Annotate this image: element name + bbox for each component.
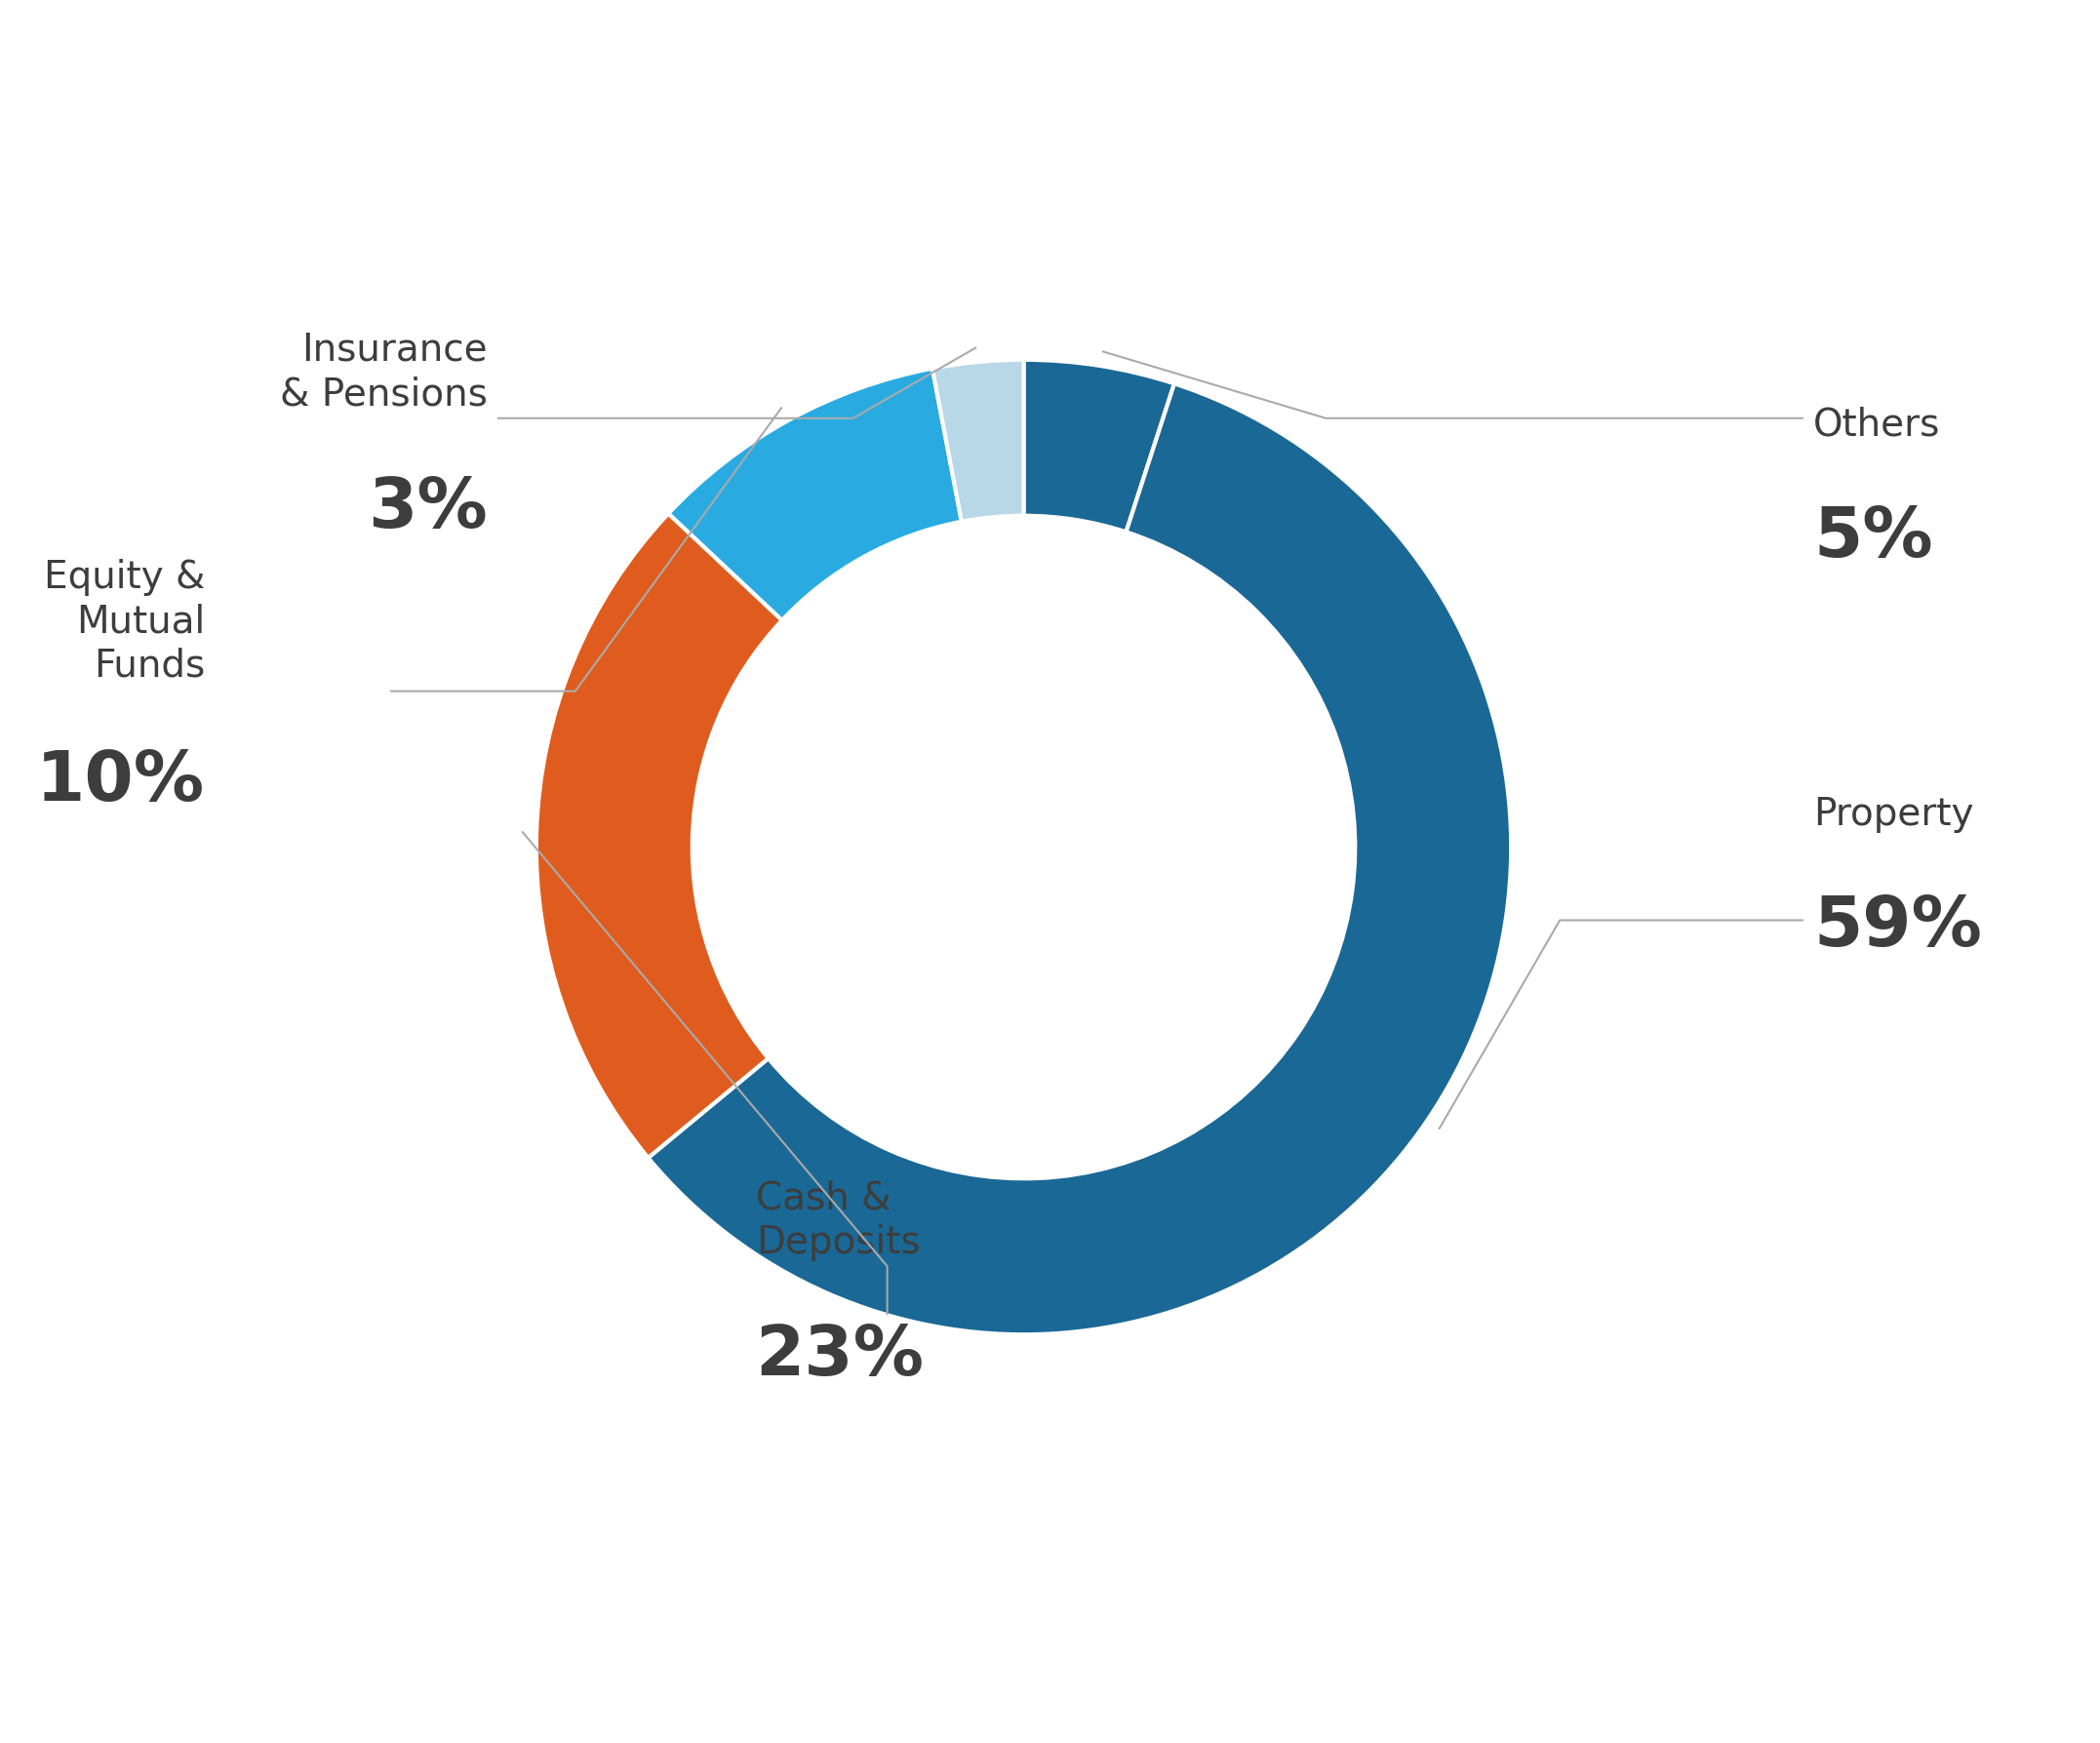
Text: Equity &
Mutual
Funds: Equity & Mutual Funds [44, 560, 206, 685]
Text: 5%: 5% [1812, 504, 1932, 572]
Text: Others: Others [1812, 406, 1940, 443]
Text: 3%: 3% [368, 474, 487, 542]
Wedge shape [1023, 359, 1174, 532]
Wedge shape [932, 359, 1023, 521]
Text: Insurance
& Pensions: Insurance & Pensions [279, 331, 487, 413]
Wedge shape [536, 514, 781, 1157]
Text: Property: Property [1812, 797, 1974, 833]
Text: 59%: 59% [1812, 894, 1982, 960]
Wedge shape [649, 383, 1512, 1335]
Wedge shape [668, 368, 962, 621]
Text: 23%: 23% [756, 1323, 924, 1391]
Text: Cash &
Deposits: Cash & Deposits [756, 1180, 920, 1260]
Text: 10%: 10% [36, 748, 206, 816]
